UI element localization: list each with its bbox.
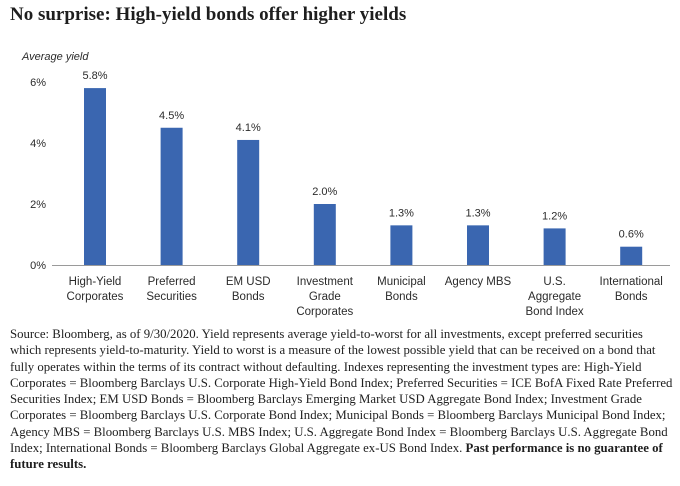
x-tick-label: Municipal Bonds	[377, 276, 426, 303]
x-tick-label: Preferred Securities	[146, 276, 197, 303]
bar	[237, 139, 260, 265]
data-label: 1.3%	[389, 207, 414, 219]
bar	[467, 225, 489, 265]
data-label: 2.0%	[312, 186, 337, 198]
data-label: 4.5%	[159, 110, 184, 122]
bar	[84, 88, 106, 265]
x-tick-label-line: U.S.	[543, 276, 565, 288]
x-tick-label-line: Grade	[309, 291, 341, 303]
value-labels-group: 5.8% 4.5% 4.1% 2.0% 1.3% 1.3% 1.2% 0.6%	[82, 70, 643, 241]
y-tick-label: 0%	[30, 260, 46, 272]
x-tick-label-line: Bond Index	[526, 306, 584, 318]
y-axis-ticks: 0% 2% 4% 6%	[30, 77, 46, 272]
source-note: Source: Bloomberg, as of 9/30/2020. Yiel…	[10, 326, 674, 473]
x-tick-label-line: Municipal	[377, 276, 426, 288]
y-tick-label: 2%	[30, 199, 46, 211]
x-tick-label-line: Corporates	[67, 291, 124, 303]
y-tick-label: 4%	[30, 138, 46, 150]
x-axis-labels-group: High-Yield Corporates Preferred Securities E…	[67, 276, 663, 318]
x-tick-label-line: Bonds	[385, 291, 418, 303]
x-tick-label: High-Yield Corporates	[67, 276, 124, 303]
x-tick-label: Agency MBS	[445, 276, 512, 288]
x-tick-label-line: Agency MBS	[445, 276, 512, 288]
x-tick-label-line: Corporates	[296, 306, 353, 318]
x-tick-label: U.S. Aggregate Bond Index	[526, 276, 584, 318]
y-tick-label: 6%	[30, 77, 46, 89]
data-label: 1.2%	[542, 210, 567, 222]
bar	[620, 246, 643, 265]
y-axis-label: Average yield	[21, 51, 89, 63]
x-tick-label: International Bonds	[600, 276, 663, 303]
x-tick-label-line: Securities	[146, 291, 197, 303]
x-tick-label-line: Investment	[297, 276, 354, 288]
data-label: 0.6%	[619, 229, 644, 241]
bar	[160, 127, 183, 265]
bar	[313, 204, 336, 265]
bar	[390, 225, 413, 265]
x-tick-label-line: International	[600, 276, 663, 288]
bars-group	[84, 88, 643, 265]
x-tick-label-line: High-Yield	[69, 276, 122, 288]
x-tick-label-line: Bonds	[615, 291, 648, 303]
disclaimer-text: Past performance is no guarantee of futu…	[10, 441, 663, 472]
x-tick-label: EM USD Bonds	[226, 276, 271, 303]
source-text: Source: Bloomberg, as of 9/30/2020. Yiel…	[10, 327, 673, 456]
chart-title: No surprise: High-yield bonds offer high…	[10, 4, 407, 25]
data-label: 1.3%	[465, 207, 490, 219]
x-tick-label-line: Bonds	[232, 291, 265, 303]
data-label: 4.1%	[236, 122, 261, 134]
x-tick-label-line: Preferred	[148, 276, 196, 288]
bar-chart: Average yield 0% 2% 4% 6% 5.8% 4.5% 4.1% 2.0% 1…	[21, 51, 670, 318]
data-label: 5.8%	[82, 70, 107, 82]
x-tick-label-line: Aggregate	[528, 291, 581, 303]
bar	[543, 228, 566, 265]
x-tick-label-line: EM USD	[226, 276, 271, 288]
x-tick-label: Investment Grade Corporates	[296, 276, 353, 318]
